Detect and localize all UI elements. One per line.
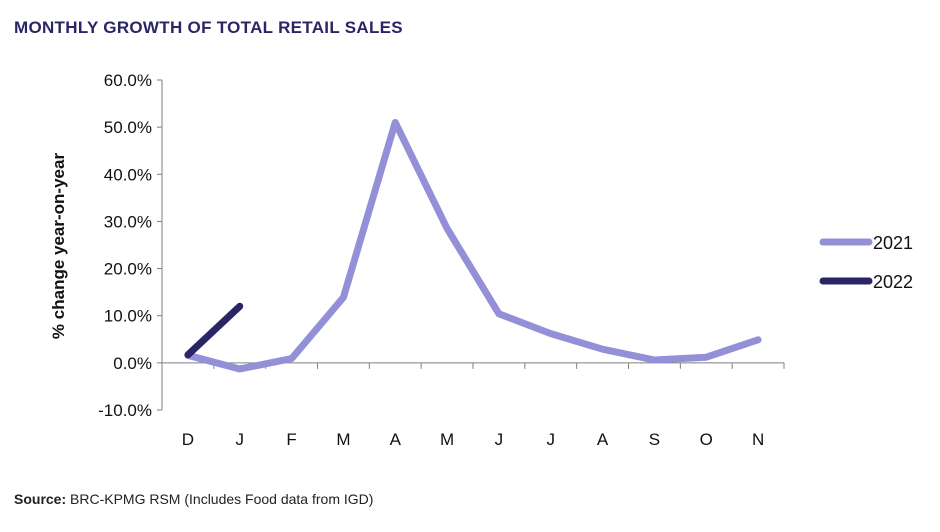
legend: 2021 2022: [819, 233, 913, 292]
y-tick-label: 50.0%: [104, 118, 152, 137]
source-text: BRC-KPMG RSM (Includes Food data from IG…: [70, 491, 374, 507]
x-tick-label: J: [547, 430, 556, 449]
y-axis-label: % change year-on-year: [49, 153, 68, 340]
chart-title: MONTHLY GROWTH OF TOTAL RETAIL SALES: [14, 18, 403, 37]
series-line-2022: [184, 302, 244, 359]
x-tick-label: A: [390, 430, 402, 449]
series-line-2021: [184, 118, 762, 373]
axes: -10.0% 0.0% 10.0% 20.0% 30.0% 40.0% 50.0% 60.0%…: [98, 71, 785, 449]
series-layer: [184, 118, 762, 373]
legend-label-2021: 2021: [873, 233, 913, 253]
source-label: Source:: [14, 491, 67, 507]
y-tick-label: 40.0%: [104, 165, 152, 184]
source-note: Source: BRC-KPMG RSM (Includes Food data…: [14, 491, 373, 507]
x-tick-label: S: [649, 430, 660, 449]
x-tick-label: M: [440, 430, 454, 449]
legend-label-2022: 2022: [873, 272, 913, 292]
x-tick-label: F: [286, 430, 296, 449]
y-tick-label: -10.0%: [98, 401, 152, 420]
x-tick-label: J: [236, 430, 245, 449]
x-tick-label: J: [495, 430, 504, 449]
y-tick-label: 10.0%: [104, 307, 152, 326]
y-tick-label: 60.0%: [104, 71, 152, 90]
x-tick-label: D: [182, 430, 194, 449]
y-tick-label: 0.0%: [113, 354, 152, 373]
x-tick-label: O: [700, 430, 713, 449]
y-tick-label: 30.0%: [104, 212, 152, 231]
x-tick-label: A: [597, 430, 609, 449]
x-tick-label: M: [336, 430, 350, 449]
y-tick-label: 20.0%: [104, 260, 152, 279]
line-chart: % change year-on-year -10.0% 0.0% 10.0% 20.…: [49, 71, 913, 449]
x-tick-label: N: [752, 430, 764, 449]
